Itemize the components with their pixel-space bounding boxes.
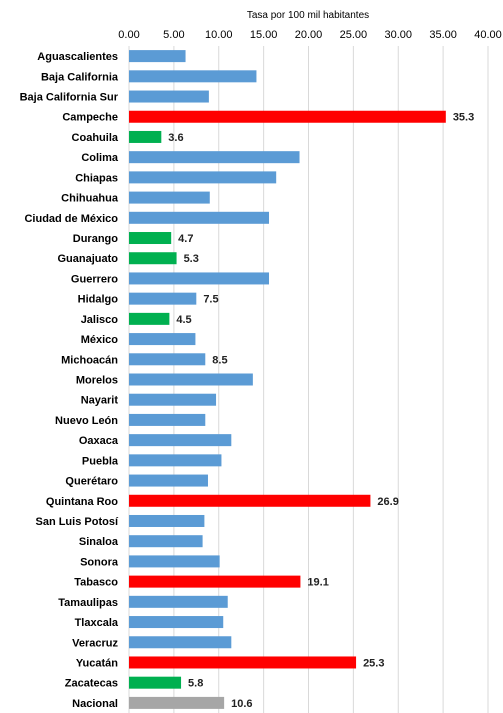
bar xyxy=(129,110,446,123)
bar xyxy=(129,373,253,386)
category-label: Hidalgo xyxy=(78,294,119,306)
category-label: Sinaloa xyxy=(79,536,119,548)
data-labels: 35.3 3.6 4.7 5.3 7.5 4.5 8.5 26.9 19.1 25.3 5.8 10.… xyxy=(168,112,474,710)
data-label: 7.5 xyxy=(203,294,218,306)
bar xyxy=(129,211,270,224)
category-label: Oaxaca xyxy=(79,435,119,447)
x-tick-label: 40.00 xyxy=(474,29,502,41)
category-label: Chihuahua xyxy=(61,193,119,205)
data-label: 4.5 xyxy=(176,314,191,326)
data-label: 8.5 xyxy=(212,354,227,366)
data-label: 10.6 xyxy=(231,698,252,710)
bar xyxy=(129,90,209,103)
bar xyxy=(129,191,210,204)
category-label: Morelos xyxy=(76,375,118,387)
category-label: Guanajuato xyxy=(57,253,118,265)
data-label: 26.9 xyxy=(377,496,398,508)
bar xyxy=(129,616,224,629)
category-label: Guerrero xyxy=(71,273,118,285)
category-label: Durango xyxy=(73,233,119,245)
bar xyxy=(129,454,222,467)
category-label: Ciudad de México xyxy=(24,213,118,225)
bar xyxy=(129,50,186,63)
data-label: 5.8 xyxy=(188,678,203,690)
bar xyxy=(129,393,217,406)
bar xyxy=(129,333,196,346)
x-tick-label: 20.00 xyxy=(295,29,323,41)
category-label: Colima xyxy=(81,152,119,164)
bar xyxy=(129,474,208,487)
x-tick-label: 35.00 xyxy=(429,29,457,41)
category-label: Querétaro xyxy=(65,476,118,488)
category-label: Tabasco xyxy=(74,577,118,589)
bar xyxy=(129,70,257,83)
category-label: Tamaulipas xyxy=(58,597,118,609)
data-label: 19.1 xyxy=(307,577,328,589)
bar xyxy=(129,696,225,709)
category-label: Nacional xyxy=(72,698,118,710)
x-tick-label: 15.00 xyxy=(250,29,278,41)
bar xyxy=(129,434,232,447)
bar xyxy=(129,353,206,366)
x-tick-label: 10.00 xyxy=(205,29,233,41)
bars xyxy=(129,50,446,709)
category-label: Yucatán xyxy=(76,657,118,669)
category-label: Sonora xyxy=(80,556,119,568)
data-label: 5.3 xyxy=(184,253,199,265)
category-label: Nuevo León xyxy=(55,415,118,427)
x-tick-label: 5.00 xyxy=(163,29,184,41)
x-tick-label: 25.00 xyxy=(340,29,368,41)
category-label: Nayarit xyxy=(81,395,119,407)
bar xyxy=(129,151,300,164)
category-label: Coahuila xyxy=(72,132,119,144)
category-label: Baja California Sur xyxy=(20,92,119,104)
bar xyxy=(129,575,301,588)
bar xyxy=(129,535,203,548)
category-label: Puebla xyxy=(82,455,119,467)
x-tick-label: 30.00 xyxy=(384,29,412,41)
category-labels: Aguascalientes Baja California Baja Califo… xyxy=(20,51,119,710)
bar xyxy=(129,494,371,507)
bar xyxy=(129,636,232,649)
category-label: Jalisco xyxy=(81,314,119,326)
category-label: Michoacán xyxy=(61,354,118,366)
bar xyxy=(129,656,357,669)
category-label: México xyxy=(81,334,119,346)
x-axis-tick-labels: 0.00 5.00 10.00 15.00 20.00 25.00 30.00 35.00 40… xyxy=(118,29,501,41)
category-label: Tlaxcala xyxy=(75,617,119,629)
category-label: Aguascalientes xyxy=(37,51,118,63)
category-label: San Luis Potosí xyxy=(35,516,118,528)
bar xyxy=(129,272,270,285)
x-tick-label: 0.00 xyxy=(118,29,139,41)
category-label: Quintana Roo xyxy=(46,496,118,508)
bar xyxy=(129,555,220,568)
category-label: Zacatecas xyxy=(65,678,118,690)
bar xyxy=(129,676,182,689)
bar xyxy=(129,171,277,184)
bar xyxy=(129,292,197,305)
bar xyxy=(129,514,205,527)
data-label: 25.3 xyxy=(363,657,384,669)
category-label: Chiapas xyxy=(75,172,118,184)
category-label: Campeche xyxy=(62,112,118,124)
data-label: 35.3 xyxy=(453,112,474,124)
data-label: 4.7 xyxy=(178,233,193,245)
x-axis-title: Tasa por 100 mil habitantes xyxy=(247,10,369,21)
bar xyxy=(129,252,177,265)
bar xyxy=(129,232,172,245)
bar xyxy=(129,413,206,426)
bar xyxy=(129,312,170,325)
bar xyxy=(129,595,228,608)
category-label: Baja California xyxy=(41,71,119,83)
bar xyxy=(129,130,162,143)
data-label: 3.6 xyxy=(168,132,183,144)
category-label: Veracruz xyxy=(72,637,118,649)
